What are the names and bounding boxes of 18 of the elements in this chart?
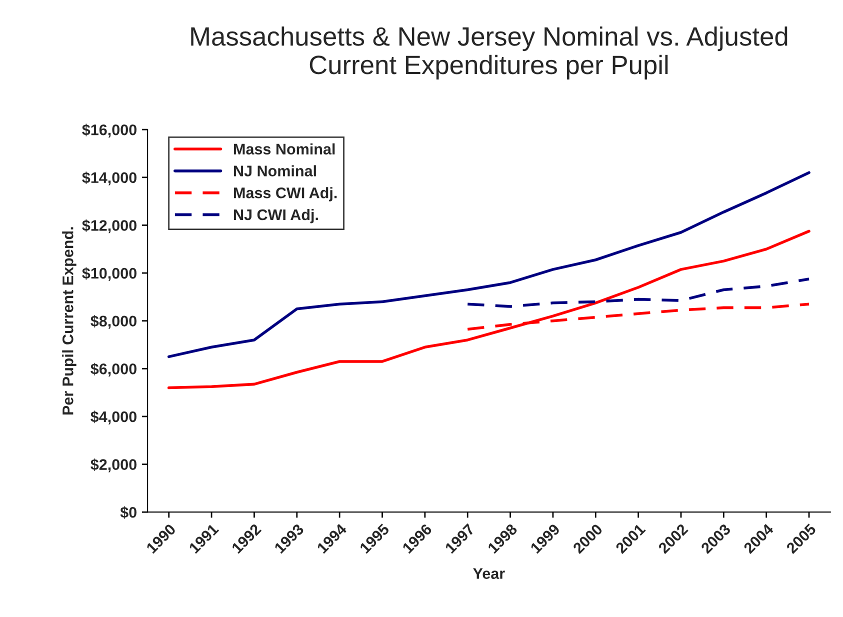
- y-tick-label: $14,000: [82, 172, 136, 186]
- y-tick-label: $6,000: [90, 362, 136, 377]
- y-tick-label: $4,000: [90, 410, 136, 424]
- y-tick-label: $12,000: [82, 219, 136, 234]
- x-axis-title: Year: [473, 568, 505, 579]
- legend-label: NJ CWI Adj.: [234, 208, 318, 224]
- y-tick-label: $10,000: [82, 267, 136, 281]
- y-axis-title: Per Pupil Current Expend.: [62, 227, 76, 414]
- legend-label: Mass Nominal: [234, 143, 335, 155]
- line-series: [167, 230, 810, 390]
- y-tick-label: $0: [120, 506, 136, 519]
- chart-title: Massachusetts & New Jersey Nominal vs. Adjusted Current Expenditures per Pupil: [191, 26, 788, 80]
- y-tick-label: $8,000: [90, 315, 136, 329]
- legend-label: Mass CWI Adj.: [234, 187, 337, 202]
- line-series: [466, 278, 810, 308]
- y-tick-label: $2,000: [90, 458, 136, 472]
- y-tick-label: $16,000: [82, 124, 136, 138]
- legend-label: NJ Nominal: [234, 165, 316, 176]
